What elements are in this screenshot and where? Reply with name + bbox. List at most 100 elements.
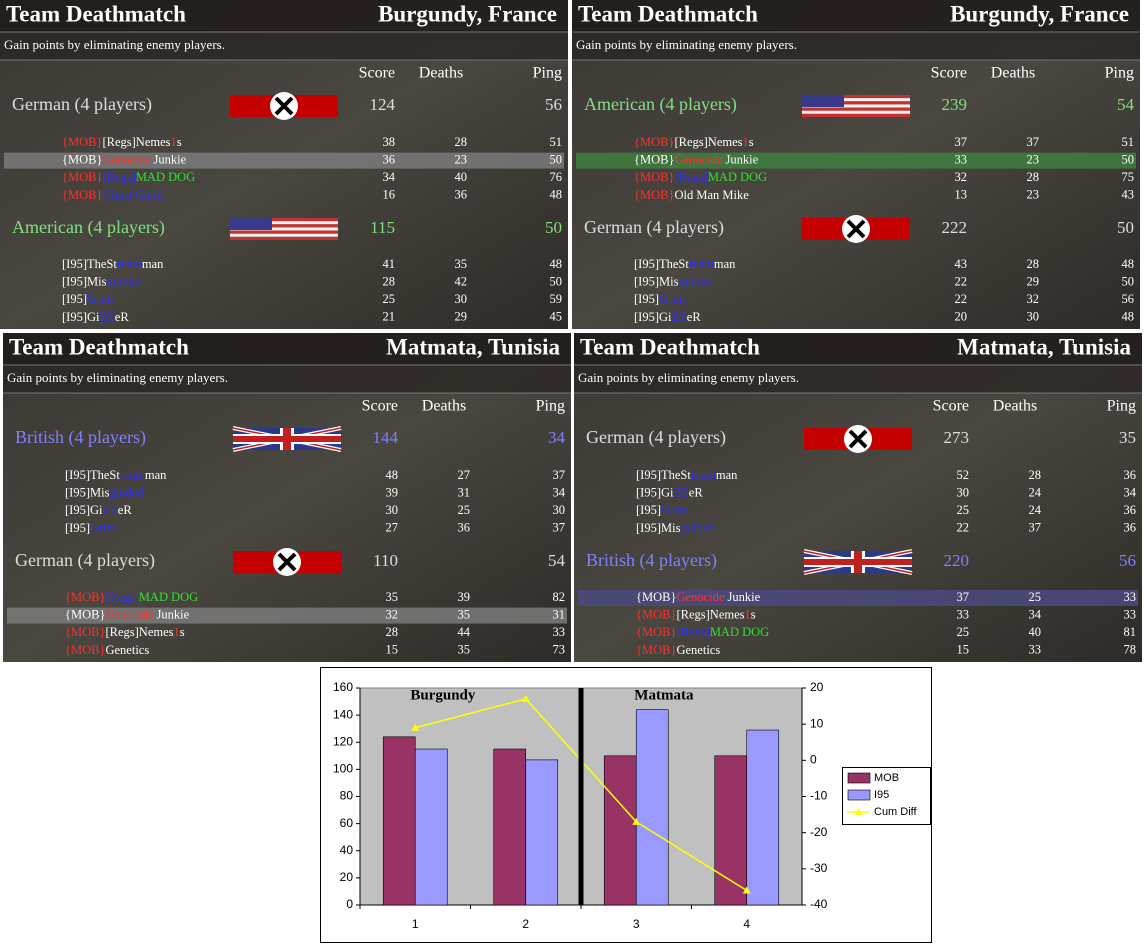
team-score: 144	[373, 428, 399, 447]
name-segment: Junkie	[722, 152, 758, 166]
player-name: [I95]Misguided	[65, 485, 144, 499]
player-ping: 36	[1124, 521, 1137, 535]
player-ping: 34	[553, 485, 566, 499]
player-ping: 37	[553, 468, 566, 482]
bar	[414, 748, 448, 906]
player-score: 16	[383, 188, 396, 202]
player-ping: 82	[553, 590, 566, 604]
player-name: [I95]Misguided	[62, 274, 141, 288]
name-segment: MAD DOG	[710, 625, 769, 639]
name-segment: [I95]	[634, 292, 659, 306]
player-ping: 50	[550, 274, 563, 288]
player-deaths: 30	[1027, 310, 1040, 324]
player-deaths: 29	[455, 310, 468, 324]
flag-cross-red	[804, 559, 912, 565]
name-segment: {MOB}	[634, 188, 674, 202]
name-segment: ream	[691, 468, 716, 482]
map-name: Burgundy, France	[378, 1, 557, 26]
player-name: {MOB}Old Man Mike	[634, 188, 749, 202]
player-name: {MOB}Genocide Junkie	[634, 152, 759, 166]
name-segment: Genocide	[105, 607, 153, 621]
player-score: 25	[957, 503, 970, 517]
player-score: 34	[383, 170, 396, 184]
description-bar	[572, 32, 1140, 60]
player-name: [I95]GiZZeR	[65, 503, 132, 517]
y-tick-label: 80	[340, 789, 354, 803]
flag-stripe	[802, 95, 910, 99]
name-segment: {MOB}	[634, 135, 674, 149]
player-name: [I95]Grim	[634, 292, 686, 306]
game-mode-title: Team Deathmatch	[580, 334, 760, 359]
team-ping: 35	[1119, 428, 1136, 447]
team-ping: 50	[545, 218, 562, 237]
player-name: {MOB}Genocide Junkie	[62, 152, 187, 166]
name-segment: {MOB}	[65, 607, 105, 621]
player-score: 32	[386, 607, 399, 621]
name-segment: [Regs]	[676, 625, 709, 639]
name-segment: {MOB}	[65, 590, 105, 604]
player-ping: 51	[550, 135, 563, 149]
player-score: 27	[386, 521, 399, 535]
x-tick-label: 3	[633, 917, 640, 931]
name-segment: {MOB}	[65, 625, 105, 639]
team-name: British (4 players)	[586, 550, 717, 571]
team-score: 222	[942, 218, 968, 237]
player-ping: 43	[1122, 188, 1135, 202]
player-ping: 59	[550, 292, 563, 306]
name-segment: [I95]TheSt	[634, 257, 689, 271]
name-segment: Ghost Child	[102, 188, 164, 202]
player-score: 13	[955, 188, 968, 202]
player-ping: 78	[1124, 643, 1137, 657]
player-deaths: 29	[1027, 274, 1040, 288]
player-score: 21	[383, 310, 396, 324]
scoreboard-panel: Team Deathmatch Matmata, Tunisia Gain poin…	[574, 333, 1142, 662]
name-segment: ZZ	[103, 503, 118, 517]
player-ping: 48	[1122, 310, 1135, 324]
flag-stripe	[230, 218, 338, 222]
name-segment: [I95]Mis	[62, 274, 107, 288]
player-score: 32	[955, 170, 968, 184]
highlight-row	[4, 152, 564, 169]
x-tick-label: 4	[743, 917, 750, 931]
flag	[804, 425, 912, 453]
team-score: 220	[944, 551, 970, 570]
player-name: {MOB}Genocide Junkie	[636, 590, 761, 604]
description-bar	[574, 365, 1142, 393]
column-header: Score	[362, 398, 398, 415]
player-ping: 37	[553, 521, 566, 535]
name-segment: ream	[117, 257, 142, 271]
name-segment: guided	[680, 521, 715, 535]
flag	[803, 549, 913, 575]
name-segment: ZZ	[672, 310, 687, 324]
title-bar	[572, 0, 1140, 32]
player-score: 30	[957, 485, 970, 499]
x-tick-label: 1	[412, 917, 419, 931]
name-segment: [Regs]	[674, 170, 707, 184]
name-segment: Genocide	[676, 590, 724, 604]
name-segment: s	[749, 135, 754, 149]
team-name: German (4 players)	[12, 94, 152, 115]
highlight-row	[7, 607, 567, 624]
player-score: 36	[383, 152, 396, 166]
flag-stripe	[230, 236, 338, 240]
player-score: 22	[955, 292, 968, 306]
name-segment: s	[751, 607, 756, 621]
team-name: American (4 players)	[584, 94, 737, 115]
name-segment: {MOB}	[636, 607, 676, 621]
name-segment: s	[180, 625, 185, 639]
legend-marker	[854, 808, 863, 815]
player-name: {MOB}[Regs]Nemes1s	[62, 135, 182, 149]
name-segment: eR	[115, 310, 130, 324]
player-ping: 33	[1124, 607, 1137, 621]
name-segment: Genetics	[676, 643, 720, 657]
name-segment: Junkie	[724, 590, 760, 604]
flag-stripe	[802, 98, 910, 102]
y-tick-label: 40	[340, 843, 354, 857]
legend-swatch	[847, 772, 871, 784]
column-header: Deaths	[991, 65, 1035, 82]
player-deaths: 40	[1029, 625, 1042, 639]
team-score: 273	[944, 428, 970, 447]
name-segment: [I95]Mis	[636, 521, 681, 535]
flag-stripe	[230, 221, 338, 225]
name-segment: [Regs]Nemes	[674, 135, 742, 149]
